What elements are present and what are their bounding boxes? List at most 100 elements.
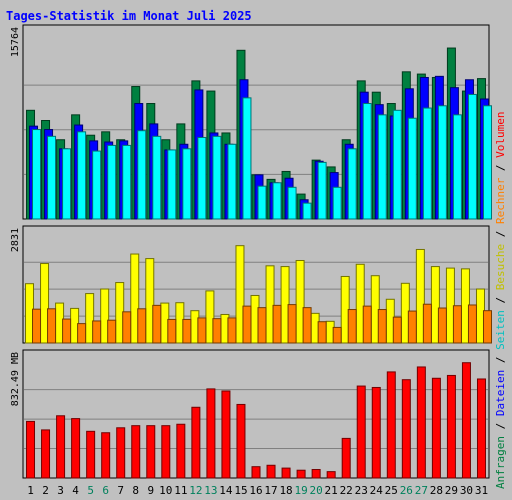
bar-volumen bbox=[401, 379, 411, 479]
bar-seiten bbox=[482, 105, 492, 220]
bar-volumen bbox=[326, 471, 336, 479]
bar-volumen bbox=[161, 425, 171, 479]
x-tick-label: 27 bbox=[415, 484, 428, 497]
legend-entry: Seiten bbox=[494, 310, 507, 350]
bar-rechner bbox=[77, 323, 87, 344]
bar-volumen bbox=[101, 432, 111, 479]
bar-volumen bbox=[461, 362, 471, 479]
bar-seiten bbox=[122, 144, 132, 220]
bar-volumen bbox=[266, 464, 276, 479]
bar-rechner bbox=[302, 307, 312, 344]
x-tick-label: 17 bbox=[264, 484, 277, 497]
bar-volumen bbox=[236, 403, 246, 479]
bar-seiten bbox=[467, 93, 477, 220]
series-besuche bbox=[25, 245, 485, 344]
bar-seiten bbox=[422, 107, 432, 220]
bar-rechner bbox=[137, 308, 147, 344]
bar-besuche bbox=[235, 245, 245, 344]
legend-entry: / bbox=[494, 224, 507, 244]
x-tick-label: 14 bbox=[219, 484, 233, 497]
bar-seiten bbox=[452, 114, 462, 220]
bar-volumen bbox=[251, 466, 261, 479]
bar-volumen bbox=[26, 420, 36, 479]
x-tick-label: 7 bbox=[117, 484, 124, 497]
bar-seiten bbox=[182, 148, 192, 220]
x-tick-label: 13 bbox=[204, 484, 217, 497]
bar-besuche bbox=[355, 263, 365, 344]
bar-besuche bbox=[205, 290, 215, 344]
bar-seiten bbox=[107, 144, 117, 220]
bar-seiten bbox=[302, 202, 312, 220]
bar-seiten bbox=[47, 135, 57, 220]
bar-rechner bbox=[212, 318, 222, 344]
bar-volumen bbox=[431, 377, 441, 479]
bar-rechner bbox=[332, 326, 342, 344]
bar-volumen bbox=[296, 469, 306, 479]
bar-seiten bbox=[152, 135, 162, 220]
bar-seiten bbox=[347, 148, 357, 220]
x-tick-label: 19 bbox=[294, 484, 307, 497]
legend-entry: Anfragen bbox=[494, 436, 507, 489]
bar-volumen bbox=[176, 423, 186, 479]
panel-max-label: 832.49 MB bbox=[10, 352, 21, 406]
bar-seiten bbox=[392, 109, 402, 220]
bar-rechner bbox=[167, 318, 177, 344]
legend-entry: / bbox=[494, 350, 507, 370]
legend-entry: Besuche bbox=[494, 244, 507, 290]
bar-volumen bbox=[341, 437, 351, 479]
bar-besuche bbox=[295, 259, 305, 344]
bar-seiten bbox=[242, 97, 252, 220]
x-tick-label: 1 bbox=[27, 484, 34, 497]
bar-seiten bbox=[257, 185, 267, 220]
bar-besuche bbox=[85, 293, 95, 344]
bar-seiten bbox=[362, 103, 372, 220]
bar-rechner bbox=[62, 318, 72, 344]
bar-rechner bbox=[122, 311, 132, 344]
bar-seiten bbox=[62, 148, 72, 220]
bar-volumen bbox=[446, 374, 456, 479]
bar-rechner bbox=[452, 305, 462, 344]
bar-rechner bbox=[107, 319, 117, 344]
x-tick-label: 30 bbox=[460, 484, 473, 497]
bar-seiten bbox=[287, 186, 297, 220]
x-tick-label: 10 bbox=[159, 484, 172, 497]
bar-seiten bbox=[77, 131, 87, 220]
bar-volumen bbox=[146, 425, 156, 479]
bar-volumen bbox=[56, 415, 66, 479]
bar-besuche bbox=[130, 253, 140, 344]
x-tick-label: 24 bbox=[370, 484, 384, 497]
panel-max-label: 2831 bbox=[10, 228, 21, 252]
bar-rechner bbox=[467, 304, 477, 344]
x-tick-label: 6 bbox=[102, 484, 109, 497]
bar-rechner bbox=[32, 308, 42, 344]
x-tick-label: 26 bbox=[400, 484, 413, 497]
legend-entry: Volumen bbox=[494, 111, 507, 157]
x-tick-label: 3 bbox=[57, 484, 64, 497]
x-tick-label: 12 bbox=[189, 484, 202, 497]
bar-volumen bbox=[281, 467, 291, 479]
bar-volumen bbox=[416, 366, 426, 479]
panel-max-label: 15764 bbox=[10, 27, 21, 57]
panel-2: 2831 bbox=[10, 225, 492, 344]
bar-rechner bbox=[182, 318, 192, 344]
bar-rechner bbox=[482, 310, 492, 344]
bar-seiten bbox=[272, 182, 282, 220]
bar-volumen bbox=[311, 469, 321, 479]
x-tick-label: 21 bbox=[325, 484, 338, 497]
x-tick-label: 22 bbox=[340, 484, 353, 497]
bar-rechner bbox=[437, 307, 447, 344]
side-legend: Anfragen / Dateien / Seiten / Besuche / … bbox=[494, 111, 507, 489]
bar-rechner bbox=[272, 304, 282, 344]
bar-volumen bbox=[86, 430, 96, 479]
bar-rechner bbox=[347, 309, 357, 344]
bar-volumen bbox=[71, 418, 81, 479]
bar-rechner bbox=[422, 303, 432, 344]
bar-volumen bbox=[131, 425, 141, 479]
bar-rechner bbox=[152, 304, 162, 344]
bar-besuche bbox=[145, 258, 155, 344]
bar-volumen bbox=[221, 390, 231, 479]
bar-seiten bbox=[212, 135, 222, 220]
legend-entry: / bbox=[494, 158, 507, 178]
bar-seiten bbox=[407, 117, 417, 220]
x-tick-label: 2 bbox=[42, 484, 49, 497]
